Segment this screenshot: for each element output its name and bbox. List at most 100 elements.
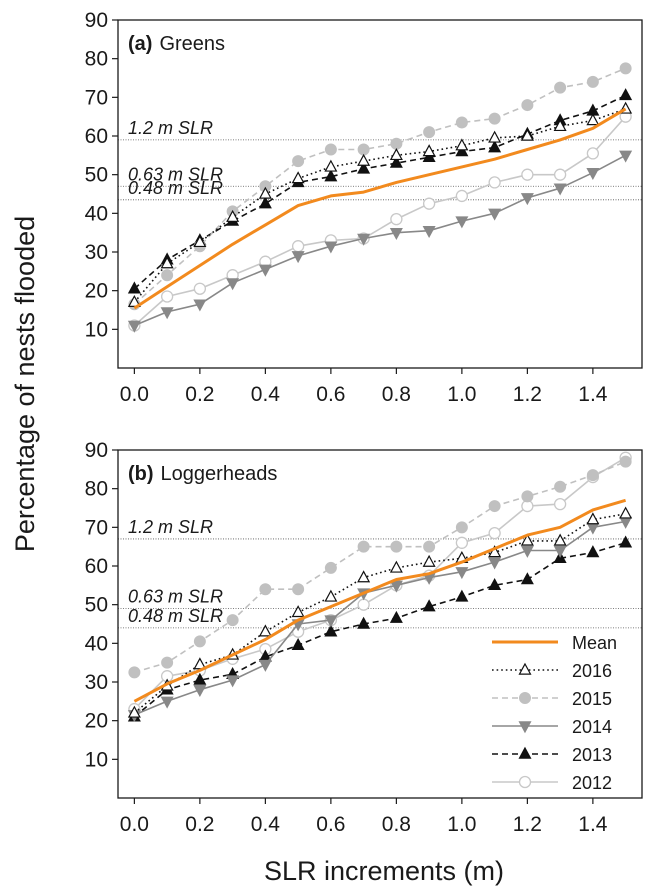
data-point-0-4-11: [489, 132, 500, 142]
y-tick-label-1-2: 30: [85, 671, 108, 694]
y-tick-label-0-3: 40: [85, 202, 108, 225]
reference-label-0-2: 0.48 m SLR: [128, 178, 223, 198]
y-tick-label-1-3: 40: [85, 632, 108, 655]
panel-a: 1.2 m SLR0.63 m SLR0.48 m SLR10203040506…: [85, 9, 642, 406]
x-tick-label-0-2: 0.4: [251, 383, 281, 406]
y-tick-label-1-5: 60: [85, 555, 108, 578]
data-point-0-0-8: [391, 214, 402, 225]
reference-label-1-1: 0.63 m SLR: [128, 587, 223, 607]
x-tick-label-0-0: 0.0: [120, 383, 149, 406]
data-point-1-3-12: [522, 491, 533, 502]
data-point-1-4-6: [325, 591, 336, 601]
data-point-1-1-10: [456, 591, 467, 601]
series-1-1: [129, 537, 631, 721]
panel-title-0: (a) Greens: [128, 33, 225, 55]
data-point-0-3-14: [587, 76, 598, 87]
x-tick-label-1-6: 1.2: [513, 813, 542, 836]
legend-marker-2016: [520, 664, 531, 674]
data-point-1-3-2: [194, 636, 205, 647]
x-tick-label-1-7: 1.4: [578, 813, 608, 836]
data-point-0-4-7: [358, 155, 369, 165]
legend-label-2013: 2013: [572, 745, 612, 765]
legend: Mean 2016 2015 2014 2013 2012: [492, 633, 617, 793]
y-tick-label-0-4: 50: [85, 164, 108, 187]
legend-item-mean: Mean: [492, 633, 617, 653]
x-tick-label-1-1: 0.2: [185, 813, 214, 836]
data-point-1-0-7: [358, 599, 369, 610]
series-line-0-5: [134, 109, 625, 308]
data-point-1-3-14: [587, 470, 598, 481]
data-point-0-1-4: [260, 198, 271, 208]
data-point-0-0-12: [522, 169, 533, 180]
data-point-0-2-12: [522, 194, 533, 204]
legend-label-2014: 2014: [572, 717, 612, 737]
data-point-0-3-10: [456, 117, 467, 128]
data-point-1-1-15: [620, 537, 631, 547]
legend-marker-2014: [520, 722, 531, 732]
y-tick-label-1-6: 70: [85, 516, 108, 539]
x-tick-label-1-0: 0.0: [120, 813, 149, 836]
legend-marker-2015: [520, 693, 531, 704]
y-tick-label-1-8: 90: [85, 439, 108, 462]
data-point-0-1-11: [489, 142, 500, 152]
legend-marker-2013: [520, 748, 531, 758]
data-point-0-4-10: [456, 140, 467, 150]
data-point-1-4-9: [424, 556, 435, 566]
data-point-1-1-8: [391, 612, 402, 622]
legend-label-2015: 2015: [572, 689, 612, 709]
data-point-1-4-15: [620, 508, 631, 518]
data-point-0-0-14: [587, 148, 598, 159]
x-tick-label-0-3: 0.6: [316, 383, 345, 406]
y-tick-label-0-6: 70: [85, 86, 108, 109]
x-tick-label-0-1: 0.2: [185, 383, 214, 406]
legend-item-2014: 2014: [492, 717, 612, 737]
data-point-1-4-8: [391, 562, 402, 572]
data-point-0-3-15: [620, 63, 631, 74]
series-line-0-4: [134, 109, 625, 302]
data-point-1-1-14: [587, 546, 598, 556]
data-point-0-3-12: [522, 100, 533, 111]
data-point-1-0-13: [555, 499, 566, 510]
data-point-1-4-13: [555, 535, 566, 545]
data-point-1-3-9: [424, 541, 435, 552]
data-point-1-3-3: [227, 615, 238, 626]
data-point-1-3-13: [555, 481, 566, 492]
data-point-0-0-2: [194, 283, 205, 294]
data-point-0-4-6: [325, 161, 336, 171]
panel-title-1: (b) Loggerheads: [128, 463, 277, 485]
data-point-0-0-13: [555, 169, 566, 180]
series-line-0-0: [134, 117, 625, 326]
series-1-3: [129, 456, 631, 678]
series-0-5: [134, 109, 625, 308]
y-axis-label: Percentage of nests flooded: [10, 216, 40, 552]
data-point-1-3-11: [489, 501, 500, 512]
data-point-1-3-1: [162, 657, 173, 668]
y-tick-label-0-0: 10: [85, 318, 108, 341]
legend-label-2016: 2016: [572, 661, 612, 681]
y-tick-label-0-1: 20: [85, 280, 108, 303]
data-point-0-1-0: [129, 283, 140, 293]
panel-letter-1: (b): [128, 463, 154, 485]
data-point-0-3-11: [489, 113, 500, 124]
reference-label-0-0: 1.2 m SLR: [128, 118, 213, 138]
legend-item-2012: 2012: [492, 773, 612, 793]
data-point-1-3-0: [129, 667, 140, 678]
data-point-1-2-13: [555, 546, 566, 556]
series-0-0: [129, 111, 631, 331]
reference-label-1-2: 0.48 m SLR: [128, 606, 223, 626]
data-point-0-4-8: [391, 149, 402, 159]
data-point-0-0-11: [489, 177, 500, 188]
data-point-1-3-4: [260, 584, 271, 595]
x-tick-label-0-6: 1.2: [513, 383, 542, 406]
x-axis-label: SLR increments (m): [264, 856, 504, 886]
panel-name-0: Greens: [159, 33, 225, 55]
y-tick-label-1-0: 10: [85, 748, 108, 771]
data-point-0-0-1: [162, 291, 173, 302]
data-point-1-2-14: [587, 523, 598, 533]
y-tick-label-0-8: 90: [85, 9, 108, 32]
x-tick-label-0-4: 0.8: [382, 383, 411, 406]
panel-name-1: Loggerheads: [161, 463, 278, 485]
x-tick-label-0-7: 1.4: [578, 383, 608, 406]
